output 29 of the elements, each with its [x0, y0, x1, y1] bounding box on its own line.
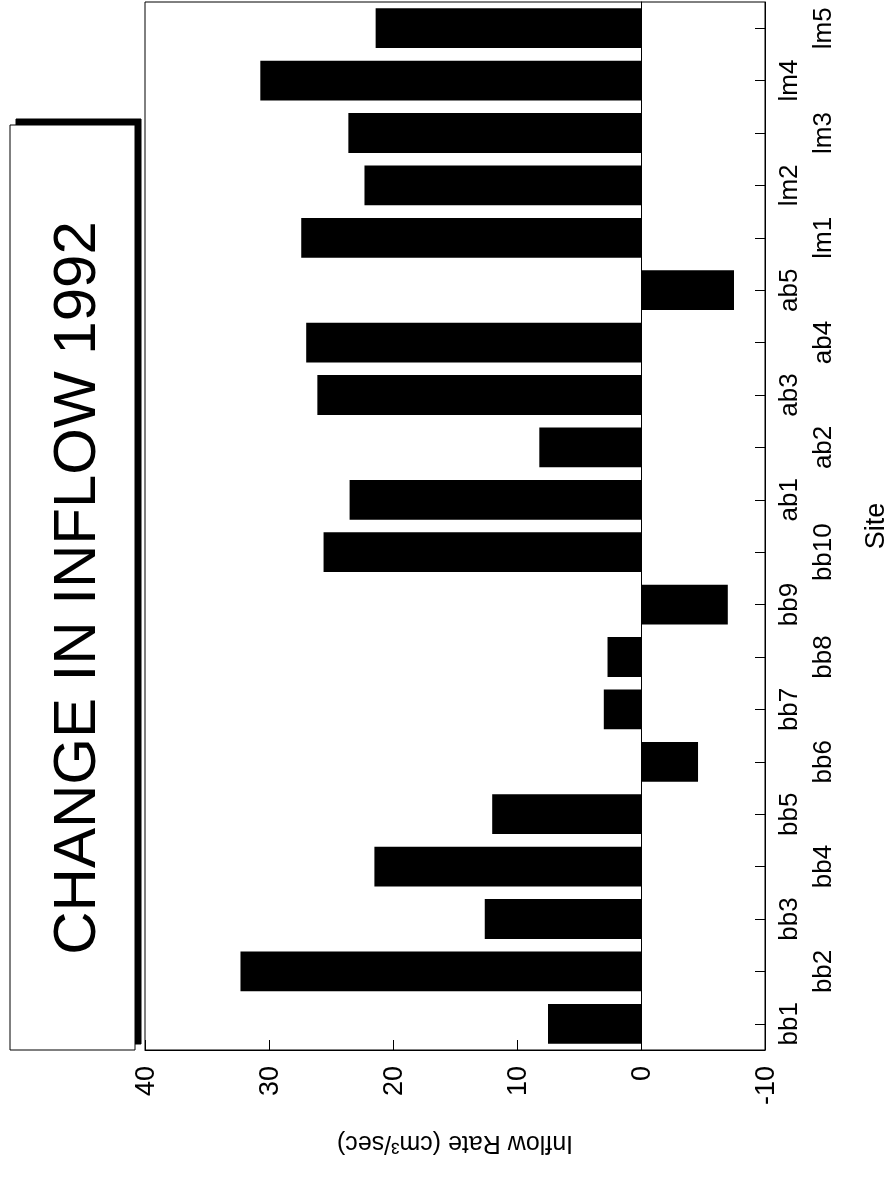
x-tick-label: 30: [254, 1066, 284, 1097]
y-tick-label: ab3: [773, 373, 803, 417]
x-tick-label: 0: [626, 1066, 656, 1082]
y-tick-label: bb5: [773, 792, 803, 836]
x-tick-label: -10: [750, 1066, 780, 1106]
y-tick-label: bb9: [773, 582, 803, 627]
y-tick-label: ab2: [807, 425, 837, 470]
y-tick-label: ab4: [807, 320, 837, 365]
y-tick-label: bb10: [807, 523, 837, 582]
text: CHANGE IN INFLOW 1992: [40, 221, 108, 955]
x-tick-label: 40: [130, 1066, 160, 1097]
y-tick-label: lm1: [807, 216, 837, 259]
y-tick-label: lm2: [773, 164, 803, 207]
y-tick-label: bb3: [773, 897, 803, 941]
y-axis-title: Site: [859, 502, 890, 550]
y-tick-label: lm3: [807, 112, 837, 154]
y-tick-label: ab5: [773, 268, 803, 312]
y-tick-label: bb6: [807, 740, 837, 784]
y-tick-label: ab1: [773, 478, 803, 522]
y-tick-label: bb2: [807, 949, 837, 994]
y-tick-label: lm4: [773, 59, 803, 102]
y-tick-label: bb4: [807, 844, 837, 889]
x-tick-label: 10: [502, 1066, 532, 1097]
x-tick-label: 20: [378, 1066, 408, 1097]
y-tick-label: lm5: [807, 7, 837, 50]
y-tick-label: bb1: [773, 1002, 803, 1046]
y-tick-label: bb8: [807, 635, 837, 679]
y-tick-label: bb7: [773, 687, 803, 732]
x-axis-title: Inflow Rate (cm³/sec): [336, 1130, 574, 1159]
